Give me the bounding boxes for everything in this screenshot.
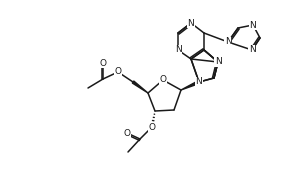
Text: O: O (148, 122, 156, 132)
Polygon shape (181, 81, 200, 90)
Text: O: O (124, 129, 130, 137)
Polygon shape (132, 81, 148, 93)
Text: N: N (196, 77, 202, 86)
Text: N: N (249, 21, 256, 30)
Text: O: O (115, 68, 121, 77)
Text: N: N (175, 45, 181, 54)
Text: O: O (99, 58, 107, 68)
Text: N: N (249, 45, 255, 54)
Text: O: O (159, 76, 167, 85)
Text: N: N (225, 38, 231, 46)
Text: N: N (215, 57, 221, 66)
Text: N: N (188, 18, 194, 27)
